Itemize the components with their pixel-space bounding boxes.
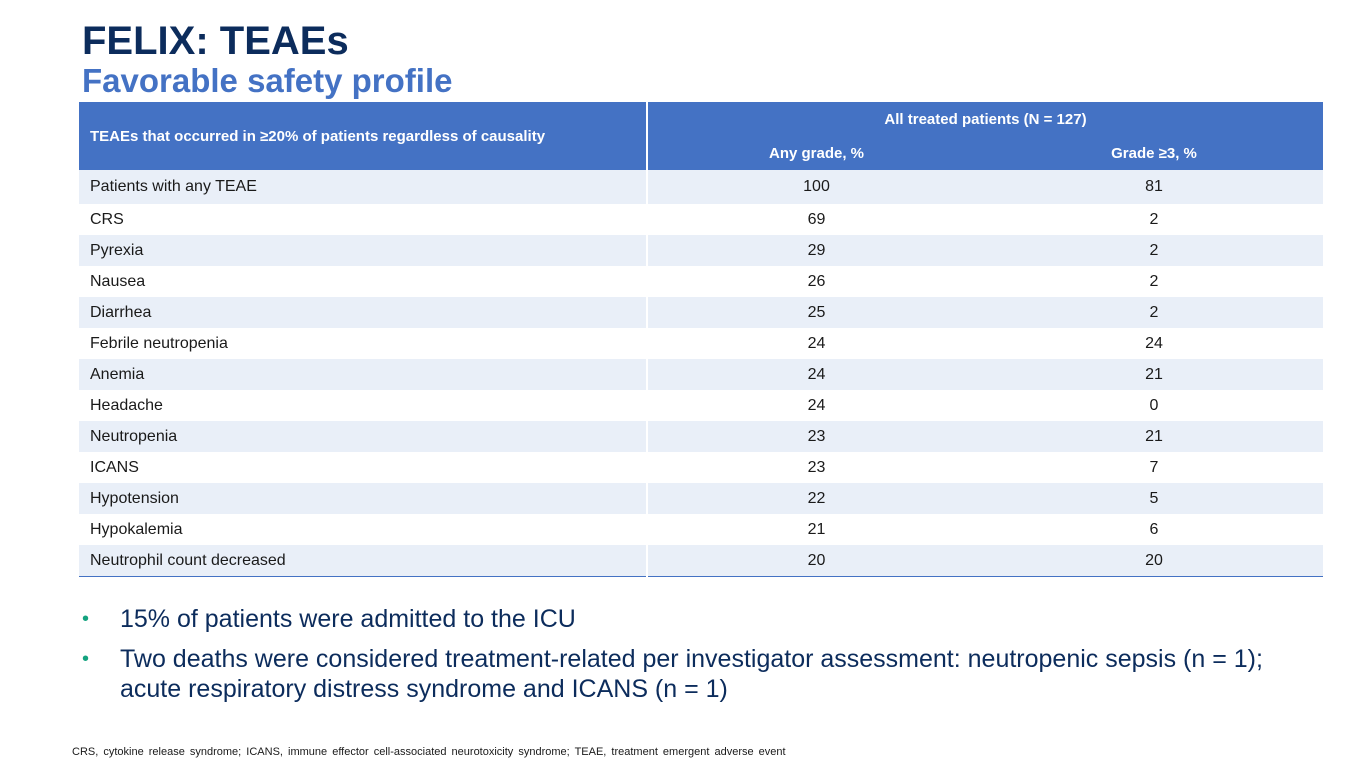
table-row: Patients with any TEAE 100 81 [79, 170, 1323, 204]
row-label: CRS [79, 204, 648, 235]
grade3-value: 6 [985, 514, 1323, 545]
table-row: Headache 24 0 [79, 390, 1323, 421]
any-grade-value: 100 [647, 170, 985, 204]
bullet-treatment-deaths: • Two deaths were considered treatment-r… [82, 644, 1322, 704]
row-label: Pyrexia [79, 235, 648, 266]
table-row: Anemia 24 21 [79, 359, 1323, 390]
table-row: Neutropenia 23 21 [79, 421, 1323, 452]
table-row: Febrile neutropenia 24 24 [79, 328, 1323, 359]
any-grade-value: 24 [647, 359, 985, 390]
footnote: CRS, cytokine release syndrome; ICANS, i… [72, 746, 786, 758]
grade3-value: 2 [985, 266, 1323, 297]
table-row: Neutrophil count decreased 20 20 [79, 545, 1323, 577]
slide-subtitle: Favorable safety profile [82, 62, 453, 99]
grade3-value: 24 [985, 328, 1323, 359]
group-header: All treated patients (N = 127) [647, 102, 1323, 136]
grade3-value: 21 [985, 359, 1323, 390]
row-label: Hypokalemia [79, 514, 648, 545]
grade3-value: 81 [985, 170, 1323, 204]
row-label: ICANS [79, 452, 648, 483]
row-label: Hypotension [79, 483, 648, 514]
table-row: ICANS 23 7 [79, 452, 1323, 483]
grade3-value: 2 [985, 235, 1323, 266]
row-header: TEAEs that occurred in ≥20% of patients … [79, 102, 648, 170]
row-label: Nausea [79, 266, 648, 297]
bullet-text: Two deaths were considered treatment-rel… [120, 645, 1263, 703]
bullet-icu-admission: • 15% of patients were admitted to the I… [82, 604, 1322, 634]
bullet-dot-icon: • [82, 648, 90, 670]
any-grade-value: 23 [647, 452, 985, 483]
table-row: Pyrexia 29 2 [79, 235, 1323, 266]
any-grade-value: 20 [647, 545, 985, 577]
row-label: Headache [79, 390, 648, 421]
grade3-value: 2 [985, 297, 1323, 328]
slide-title: FELIX: TEAEs [82, 19, 349, 63]
row-label: Neutrophil count decreased [79, 545, 648, 577]
row-label: Diarrhea [79, 297, 648, 328]
grade3-value: 20 [985, 545, 1323, 577]
any-grade-value: 26 [647, 266, 985, 297]
table-row: Diarrhea 25 2 [79, 297, 1323, 328]
bullet-text: 15% of patients were admitted to the ICU [120, 605, 576, 633]
any-grade-value: 29 [647, 235, 985, 266]
grade3-value: 5 [985, 483, 1323, 514]
row-label: Patients with any TEAE [79, 170, 648, 204]
col-header-grade3: Grade ≥3, % [985, 136, 1323, 170]
table-row: Hypokalemia 21 6 [79, 514, 1323, 545]
table-row: Hypotension 22 5 [79, 483, 1323, 514]
bullet-dot-icon: • [82, 608, 90, 630]
any-grade-value: 24 [647, 328, 985, 359]
any-grade-value: 24 [647, 390, 985, 421]
table-row: Nausea 26 2 [79, 266, 1323, 297]
row-label: Febrile neutropenia [79, 328, 648, 359]
grade3-value: 21 [985, 421, 1323, 452]
row-label: Anemia [79, 359, 648, 390]
any-grade-value: 23 [647, 421, 985, 452]
row-label: Neutropenia [79, 421, 648, 452]
teae-table: TEAEs that occurred in ≥20% of patients … [79, 102, 1323, 577]
key-points-list: • 15% of patients were admitted to the I… [82, 604, 1322, 714]
grade3-value: 7 [985, 452, 1323, 483]
grade3-value: 0 [985, 390, 1323, 421]
any-grade-value: 22 [647, 483, 985, 514]
any-grade-value: 69 [647, 204, 985, 235]
any-grade-value: 21 [647, 514, 985, 545]
grade3-value: 2 [985, 204, 1323, 235]
any-grade-value: 25 [647, 297, 985, 328]
table-row: CRS 69 2 [79, 204, 1323, 235]
col-header-any-grade: Any grade, % [647, 136, 985, 170]
